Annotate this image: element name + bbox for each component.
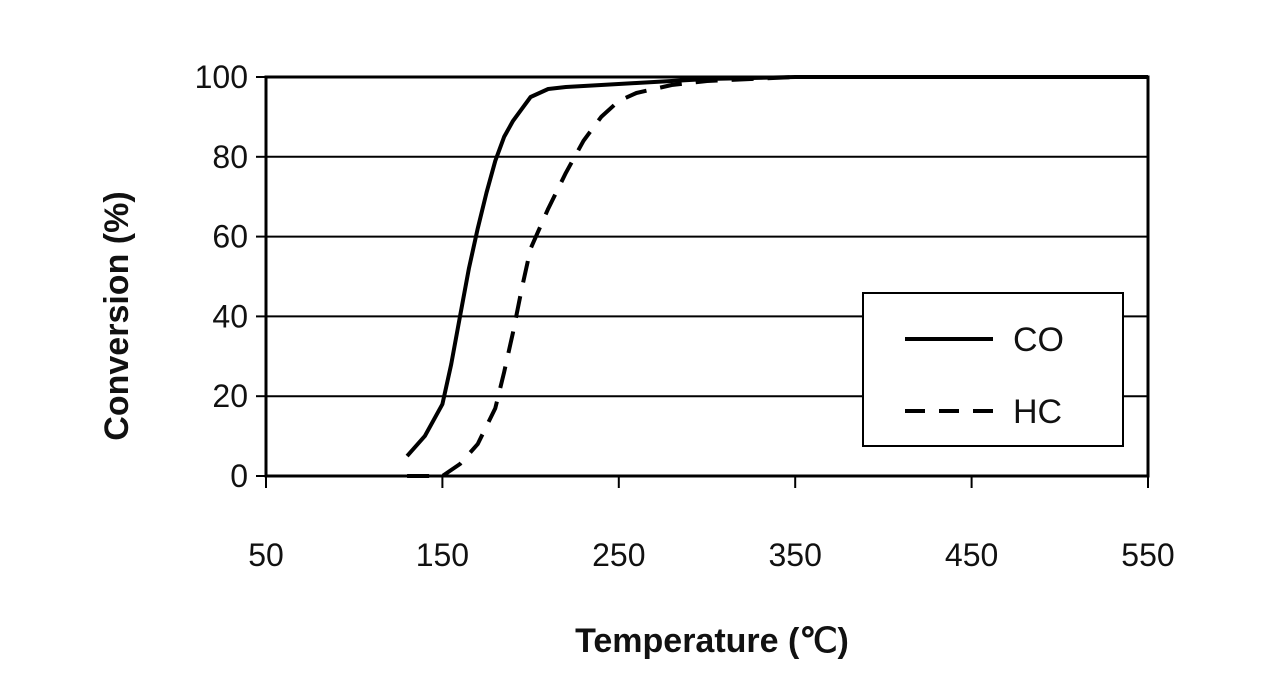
y-tick-label: 100 [195,59,248,95]
x-tick-label: 150 [416,537,469,573]
y-axis-title: Conversion (%) [98,191,136,440]
series-line-co [405,75,1148,458]
x-tick-label: 50 [248,537,284,573]
x-tick-label: 550 [1121,537,1174,573]
axis-tick-labels: 0 20 40 60 80 100 50 150 250 350 450 550 [195,59,1175,573]
x-tick-label: 350 [769,537,822,573]
y-tick-label: 0 [230,458,248,494]
axis-ticks [256,76,1149,488]
x-tick-label: 450 [945,537,998,573]
y-tick-label: 60 [212,219,248,255]
y-tick-label: 20 [212,378,248,414]
y-tick-label: 40 [212,298,248,334]
series-lines [405,75,1148,478]
x-tick-label: 250 [592,537,645,573]
y-tick-label: 80 [212,139,248,175]
legend-box [862,292,1124,447]
x-axis-title: Temperature (℃) [575,622,849,660]
legend-label-hc: HC [1013,393,1062,431]
series-line-hc [407,75,1148,478]
legend-label-co: CO [1013,321,1064,359]
plot-area-frame [264,75,1150,478]
legend: CO HC [862,292,1124,447]
